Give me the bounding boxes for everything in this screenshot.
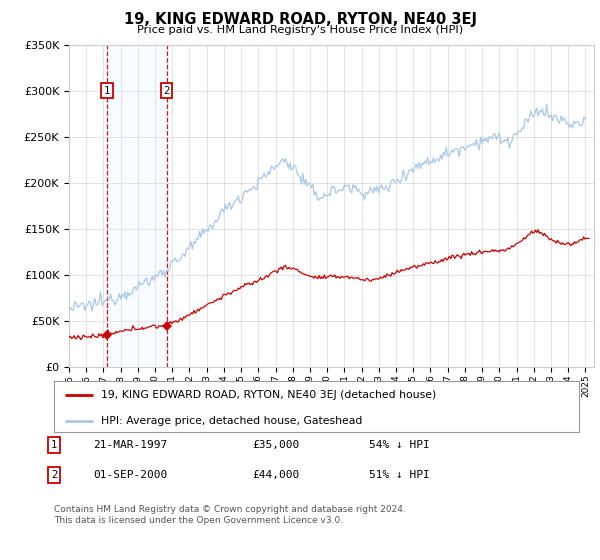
Text: 2: 2 [163, 86, 170, 96]
Text: 54% ↓ HPI: 54% ↓ HPI [369, 440, 430, 450]
Text: 21-MAR-1997: 21-MAR-1997 [93, 440, 167, 450]
Text: Contains HM Land Registry data © Crown copyright and database right 2024.
This d: Contains HM Land Registry data © Crown c… [54, 505, 406, 525]
Text: 01-SEP-2000: 01-SEP-2000 [93, 470, 167, 480]
Text: 2: 2 [51, 470, 57, 480]
Text: Price paid vs. HM Land Registry's House Price Index (HPI): Price paid vs. HM Land Registry's House … [137, 25, 463, 35]
Text: 51% ↓ HPI: 51% ↓ HPI [369, 470, 430, 480]
Text: HPI: Average price, detached house, Gateshead: HPI: Average price, detached house, Gate… [101, 416, 362, 426]
Text: £44,000: £44,000 [252, 470, 299, 480]
Text: 19, KING EDWARD ROAD, RYTON, NE40 3EJ (detached house): 19, KING EDWARD ROAD, RYTON, NE40 3EJ (d… [101, 390, 437, 400]
Bar [107, 45, 167, 367]
Text: 1: 1 [51, 440, 57, 450]
Text: 1: 1 [104, 86, 110, 96]
Text: 19, KING EDWARD ROAD, RYTON, NE40 3EJ: 19, KING EDWARD ROAD, RYTON, NE40 3EJ [124, 12, 476, 27]
Text: £35,000: £35,000 [252, 440, 299, 450]
